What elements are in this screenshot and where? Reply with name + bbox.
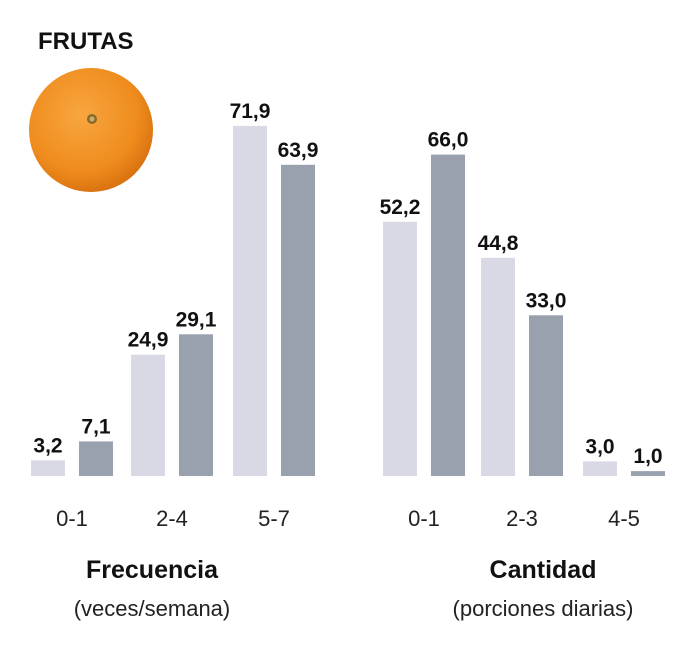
axis-title: Cantidad — [490, 556, 597, 584]
data-label: 63,9 — [278, 139, 319, 162]
bar-0-1-series-2 — [79, 441, 113, 476]
data-label: 3,2 — [33, 434, 62, 457]
bar-2-4-series-1 — [131, 354, 165, 476]
frecuencia-chart: 3,2 7,1 0-1 24,9 29,1 2-4 71,9 63,9 5-7 Frecuenci… — [31, 100, 318, 621]
bar-5-7-series-2 — [281, 164, 315, 476]
category-label: 4-5 — [608, 506, 640, 531]
orange-fruit-icon — [29, 68, 153, 192]
data-label: 29,1 — [176, 308, 217, 331]
bar-4-5-series-1 — [583, 461, 617, 476]
bar-2-4-series-2 — [179, 334, 213, 476]
bar-2-3-series-2 — [529, 315, 563, 476]
axis-subtitle: (porciones diarias) — [453, 596, 634, 621]
bar-0-1-series-1 — [383, 221, 417, 476]
data-label: 52,2 — [380, 196, 421, 219]
bar-2-3-series-1 — [481, 257, 515, 476]
bar-4-5-series-2 — [631, 471, 665, 476]
category-label: 0-1 — [56, 506, 88, 531]
bar-0-1-series-2 — [431, 154, 465, 476]
data-label: 1,0 — [633, 445, 662, 468]
data-label: 33,0 — [526, 289, 567, 312]
cantidad-chart: 52,2 66,0 0-1 44,8 33,0 2-3 3,0 1,0 4-5 Cantidad (… — [380, 129, 665, 621]
data-label: 44,8 — [478, 232, 519, 255]
data-label: 66,0 — [428, 129, 469, 152]
data-label: 7,1 — [81, 415, 111, 438]
axis-title: Frecuencia — [86, 556, 219, 584]
category-label: 2-3 — [506, 506, 538, 531]
data-label: 3,0 — [585, 435, 614, 458]
bar-5-7-series-1 — [233, 125, 267, 477]
data-label: 71,9 — [230, 100, 271, 123]
category-label: 2-4 — [156, 506, 188, 531]
category-label: 0-1 — [408, 506, 440, 531]
category-label: 5-7 — [258, 506, 290, 531]
axis-subtitle: (veces/semana) — [74, 596, 231, 621]
bar-0-1-series-1 — [31, 460, 65, 476]
page-title: FRUTAS — [38, 28, 134, 55]
data-label: 24,9 — [128, 329, 169, 352]
